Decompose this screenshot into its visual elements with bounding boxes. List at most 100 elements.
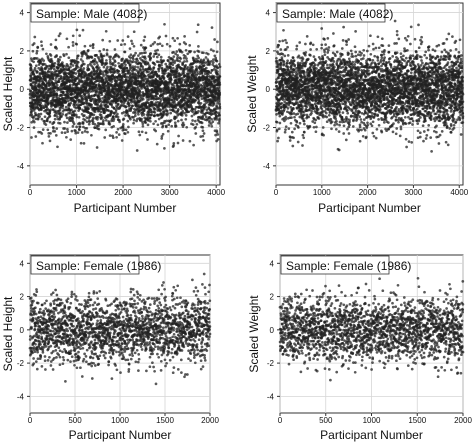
scatter-point	[295, 47, 298, 51]
scatter-point	[78, 122, 82, 126]
scatter-point	[143, 35, 147, 39]
scatter-point	[180, 50, 184, 54]
scatter-point	[76, 65, 80, 69]
scatter-point	[302, 119, 306, 123]
scatter-point	[147, 98, 151, 101]
scatter-point	[97, 127, 101, 131]
scatter-point	[182, 71, 186, 74]
scatter-point	[177, 134, 180, 138]
x-tick-label: 1000	[68, 188, 86, 197]
scatter-point	[282, 62, 286, 66]
scatter-point	[82, 125, 85, 129]
scatter-point	[162, 76, 166, 80]
scatter-point	[164, 125, 168, 129]
scatter-point	[313, 78, 317, 81]
scatter-point	[290, 116, 293, 119]
scatter-point	[184, 48, 188, 52]
scatter-point	[69, 138, 73, 141]
scatter-point	[164, 34, 168, 38]
scatter-point	[82, 142, 86, 145]
scatter-point	[172, 85, 176, 88]
scatter-point	[32, 42, 36, 45]
scatter-point	[102, 65, 106, 69]
scatter-point	[311, 43, 315, 47]
x-tick-label: 2000	[114, 188, 132, 197]
scatter-point	[146, 123, 150, 127]
scatter-point	[168, 44, 172, 48]
scatter-point	[302, 136, 306, 140]
scatter-point	[108, 58, 112, 61]
scatter-point	[100, 116, 104, 119]
scatter-point	[78, 128, 81, 132]
scatter-point	[217, 77, 221, 81]
scatter-point	[72, 122, 76, 126]
scatter-point	[209, 71, 213, 75]
scatter-point	[96, 118, 99, 121]
scatter-point	[213, 54, 217, 58]
scatter-point	[65, 52, 68, 56]
scatter-point	[77, 82, 81, 86]
scatter-point	[275, 120, 279, 124]
scatter-point	[85, 126, 89, 130]
scatter-point	[100, 104, 103, 108]
scatter-point	[106, 65, 109, 69]
scatter-point	[132, 44, 136, 48]
scatter-point	[309, 41, 313, 45]
scatter-point	[58, 122, 62, 125]
scatter-point	[199, 101, 203, 105]
scatter-point	[132, 30, 136, 34]
scatter-point	[189, 49, 193, 53]
scatter-point	[216, 138, 220, 141]
scatter-point	[201, 126, 205, 129]
scatter-point	[152, 98, 156, 101]
scatter-point	[210, 26, 214, 29]
scatter-point	[101, 59, 104, 63]
scatter-point	[41, 47, 45, 51]
scatter-point	[81, 60, 85, 63]
scatter-point	[149, 52, 153, 55]
scatter-point	[69, 65, 72, 69]
scatter-point	[63, 120, 66, 124]
scatter-point	[71, 116, 75, 120]
scatter-point	[117, 69, 121, 73]
scatter-point	[179, 57, 183, 60]
scatter-point	[52, 121, 56, 124]
panel-title: Sample: Male (4082)	[30, 3, 147, 23]
scatter-point	[307, 115, 311, 119]
scatter-point	[41, 141, 44, 145]
scatter-point	[70, 129, 74, 133]
scatter-point	[55, 93, 59, 97]
scatter-point	[153, 41, 157, 44]
scatter-point	[55, 115, 59, 118]
scatter-point	[83, 44, 87, 48]
scatter-point	[117, 133, 121, 136]
scatter-point	[293, 63, 297, 67]
scatter-point	[308, 74, 311, 77]
scatter-point	[114, 108, 118, 112]
scatter-point	[188, 44, 192, 47]
scatter-point	[71, 64, 75, 67]
scatter-point	[40, 117, 44, 121]
scatter-point	[47, 67, 51, 71]
scatter-point	[45, 85, 48, 88]
scatter-point	[87, 107, 90, 111]
scatter-point	[306, 57, 310, 61]
scatter-point	[95, 53, 98, 57]
scatter-point	[140, 117, 143, 121]
scatter-point	[303, 122, 306, 126]
scatter-point	[65, 116, 69, 120]
scatter-point	[165, 42, 169, 46]
scatter-point	[43, 115, 47, 119]
scatter-point	[88, 115, 92, 119]
scatter-point	[216, 66, 220, 70]
scatter-point	[181, 62, 185, 66]
scatter-point	[86, 130, 89, 134]
scatter-point	[137, 130, 141, 134]
scatter-point	[59, 55, 62, 59]
scatter-point	[173, 39, 177, 43]
scatter-point	[53, 61, 57, 65]
scatter-point	[279, 48, 283, 51]
scatter-point	[302, 130, 306, 134]
scatter-point	[75, 115, 79, 119]
scatter-point	[66, 99, 70, 103]
